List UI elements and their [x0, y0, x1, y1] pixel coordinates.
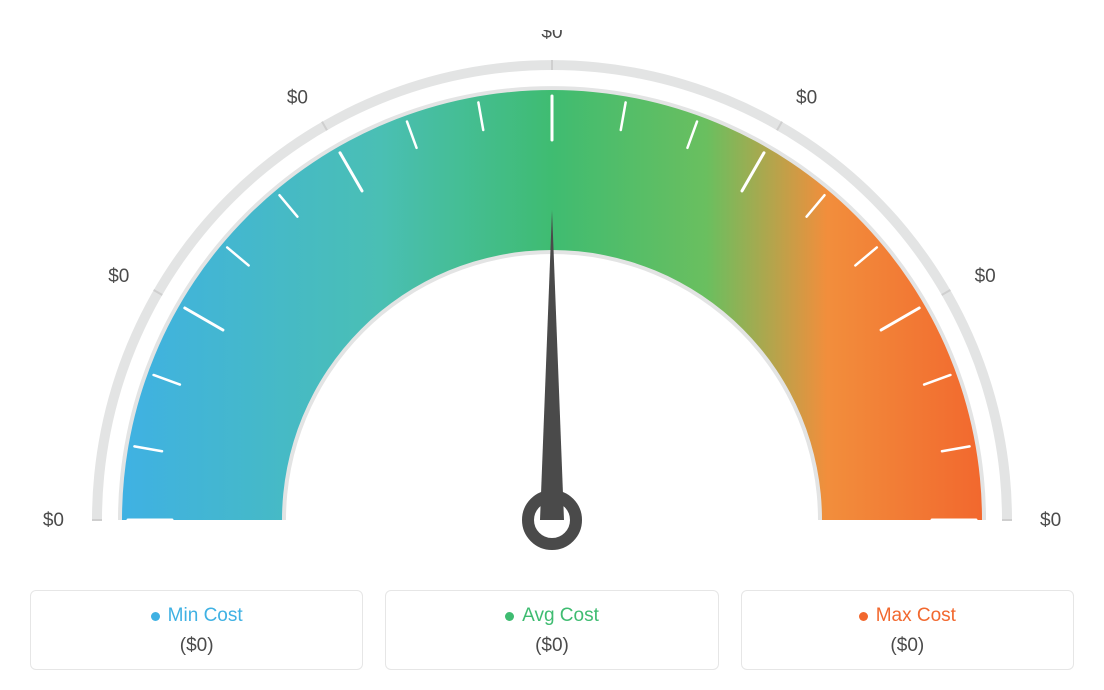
legend-dot-max — [859, 612, 868, 621]
legend-card-avg: Avg Cost ($0) — [385, 590, 718, 670]
svg-text:$0: $0 — [796, 87, 817, 108]
legend-row: Min Cost ($0) Avg Cost ($0) Max Cost ($0… — [30, 590, 1074, 670]
legend-card-max: Max Cost ($0) — [741, 590, 1074, 670]
legend-card-min: Min Cost ($0) — [30, 590, 363, 670]
legend-dot-avg — [505, 612, 514, 621]
gauge-svg: $0 $0 $0 $0 $0 $0 $0 — [42, 30, 1062, 570]
svg-text:$0: $0 — [1040, 510, 1061, 531]
legend-title-avg: Avg Cost — [396, 605, 707, 627]
legend-value-max: ($0) — [752, 635, 1063, 657]
legend-title-max: Max Cost — [752, 605, 1063, 627]
legend-label-max: Max Cost — [876, 605, 956, 627]
gauge-area: $0 $0 $0 $0 $0 $0 $0 — [0, 0, 1104, 560]
legend-label-min: Min Cost — [168, 605, 243, 627]
legend-title-min: Min Cost — [41, 605, 352, 627]
legend-value-min: ($0) — [41, 635, 352, 657]
svg-text:$0: $0 — [43, 510, 64, 531]
gauge-chart-container: $0 $0 $0 $0 $0 $0 $0 Min Cost ($0) Avg Cost ($… — [0, 0, 1104, 690]
svg-text:$0: $0 — [108, 266, 129, 287]
svg-text:$0: $0 — [975, 266, 996, 287]
svg-text:$0: $0 — [287, 87, 308, 108]
legend-dot-min — [151, 612, 160, 621]
svg-text:$0: $0 — [541, 30, 562, 43]
legend-value-avg: ($0) — [396, 635, 707, 657]
legend-label-avg: Avg Cost — [522, 605, 599, 627]
